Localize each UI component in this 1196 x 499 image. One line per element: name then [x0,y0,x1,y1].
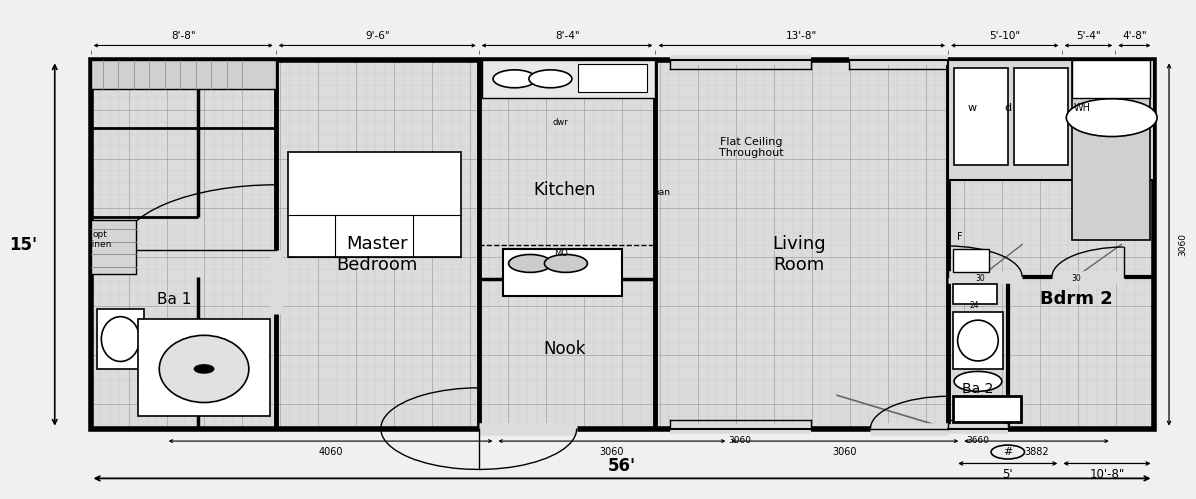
Text: 5': 5' [1002,468,1013,481]
Circle shape [954,371,1002,391]
Text: #: # [1003,447,1013,457]
Text: 15': 15' [8,236,37,253]
Text: 10'-8": 10'-8" [1090,468,1124,481]
Text: Ba 1: Ba 1 [157,292,191,307]
Text: w: w [968,103,977,113]
Bar [954,68,1008,165]
Text: 3060: 3060 [1178,233,1188,256]
Text: 30: 30 [1070,274,1081,283]
Text: Living
Room: Living Room [771,235,825,274]
Text: 4'-8": 4'-8" [1122,30,1147,40]
Text: Ba 2: Ba 2 [963,382,994,396]
Text: 3060: 3060 [728,436,752,445]
Text: Nook: Nook [543,340,586,358]
Text: pan: pan [653,188,670,197]
Text: d: d [1005,103,1012,113]
Ellipse shape [159,335,249,403]
Text: 56': 56' [608,457,636,475]
Bar [953,312,1003,369]
Text: 4060: 4060 [318,447,343,457]
Text: 3060: 3060 [832,447,858,457]
Circle shape [508,254,551,272]
Bar [578,64,647,92]
Circle shape [991,445,1025,459]
Text: 24: 24 [970,301,980,310]
Bar [139,319,270,416]
Bar [502,249,622,296]
Bar [1073,60,1149,240]
Circle shape [104,71,135,84]
Text: Flat Ceiling
Throughout: Flat Ceiling Throughout [719,137,783,158]
Bar [91,60,1153,429]
Text: MO: MO [554,249,568,258]
Text: opt
linen: opt linen [89,230,111,249]
Bar [91,220,136,274]
Bar [288,153,460,257]
Bar [97,68,142,87]
Bar [97,309,145,369]
Bar [948,60,1153,180]
Text: 3882: 3882 [1024,447,1049,457]
Text: Master
Bedroom: Master Bedroom [336,235,417,274]
Text: 8'-4": 8'-4" [555,30,579,40]
Circle shape [493,70,536,88]
Bar [482,60,655,98]
Text: WH: WH [1073,103,1091,113]
Text: Kitchen: Kitchen [533,181,596,199]
Ellipse shape [102,317,140,361]
Bar [953,396,1021,422]
Ellipse shape [958,320,999,361]
Text: 3060: 3060 [599,447,624,457]
Circle shape [544,254,587,272]
Text: 8'-8": 8'-8" [171,30,195,40]
Text: 13'-8": 13'-8" [786,30,817,40]
Bar [1014,68,1068,165]
Text: 3660: 3660 [966,436,989,445]
Text: 5'-10": 5'-10" [989,30,1020,40]
Text: dwr: dwr [553,118,568,127]
Circle shape [195,365,214,373]
Bar [91,60,276,89]
Bar [91,60,1153,429]
Circle shape [529,70,572,88]
Bar [953,284,997,304]
Text: 30: 30 [976,274,986,283]
Bar [953,249,989,272]
Text: 5'-4": 5'-4" [1076,30,1100,40]
Text: 9'-6": 9'-6" [365,30,390,40]
Circle shape [1067,99,1157,137]
Bar [1073,60,1149,98]
Text: F: F [957,232,963,242]
Text: Bdrm 2: Bdrm 2 [1039,290,1112,308]
